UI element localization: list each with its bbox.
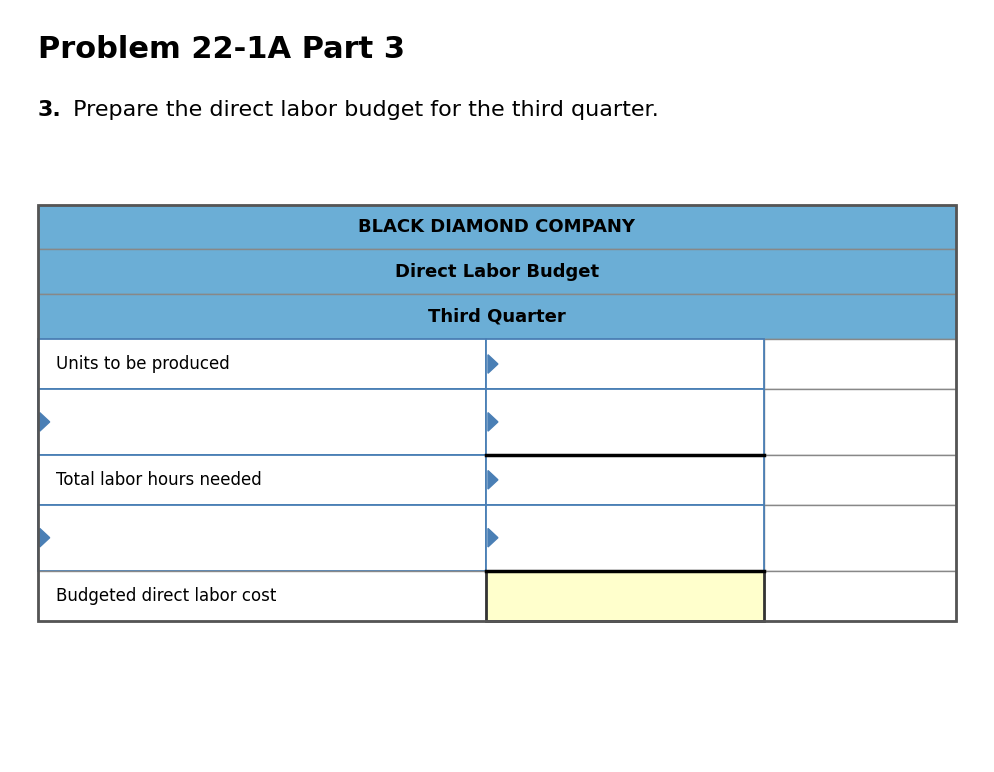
Text: Units to be produced: Units to be produced (56, 355, 230, 373)
Text: Total labor hours needed: Total labor hours needed (56, 471, 261, 489)
Text: Problem 22-1A Part 3: Problem 22-1A Part 3 (38, 35, 405, 64)
Text: BLACK DIAMOND COMPANY: BLACK DIAMOND COMPANY (359, 218, 635, 236)
Text: Budgeted direct labor cost: Budgeted direct labor cost (56, 587, 276, 604)
Text: Direct Labor Budget: Direct Labor Budget (395, 262, 599, 281)
Text: Third Quarter: Third Quarter (428, 307, 566, 326)
Text: Prepare the direct labor budget for the third quarter.: Prepare the direct labor budget for the … (66, 100, 658, 120)
Text: 3.: 3. (38, 100, 62, 120)
